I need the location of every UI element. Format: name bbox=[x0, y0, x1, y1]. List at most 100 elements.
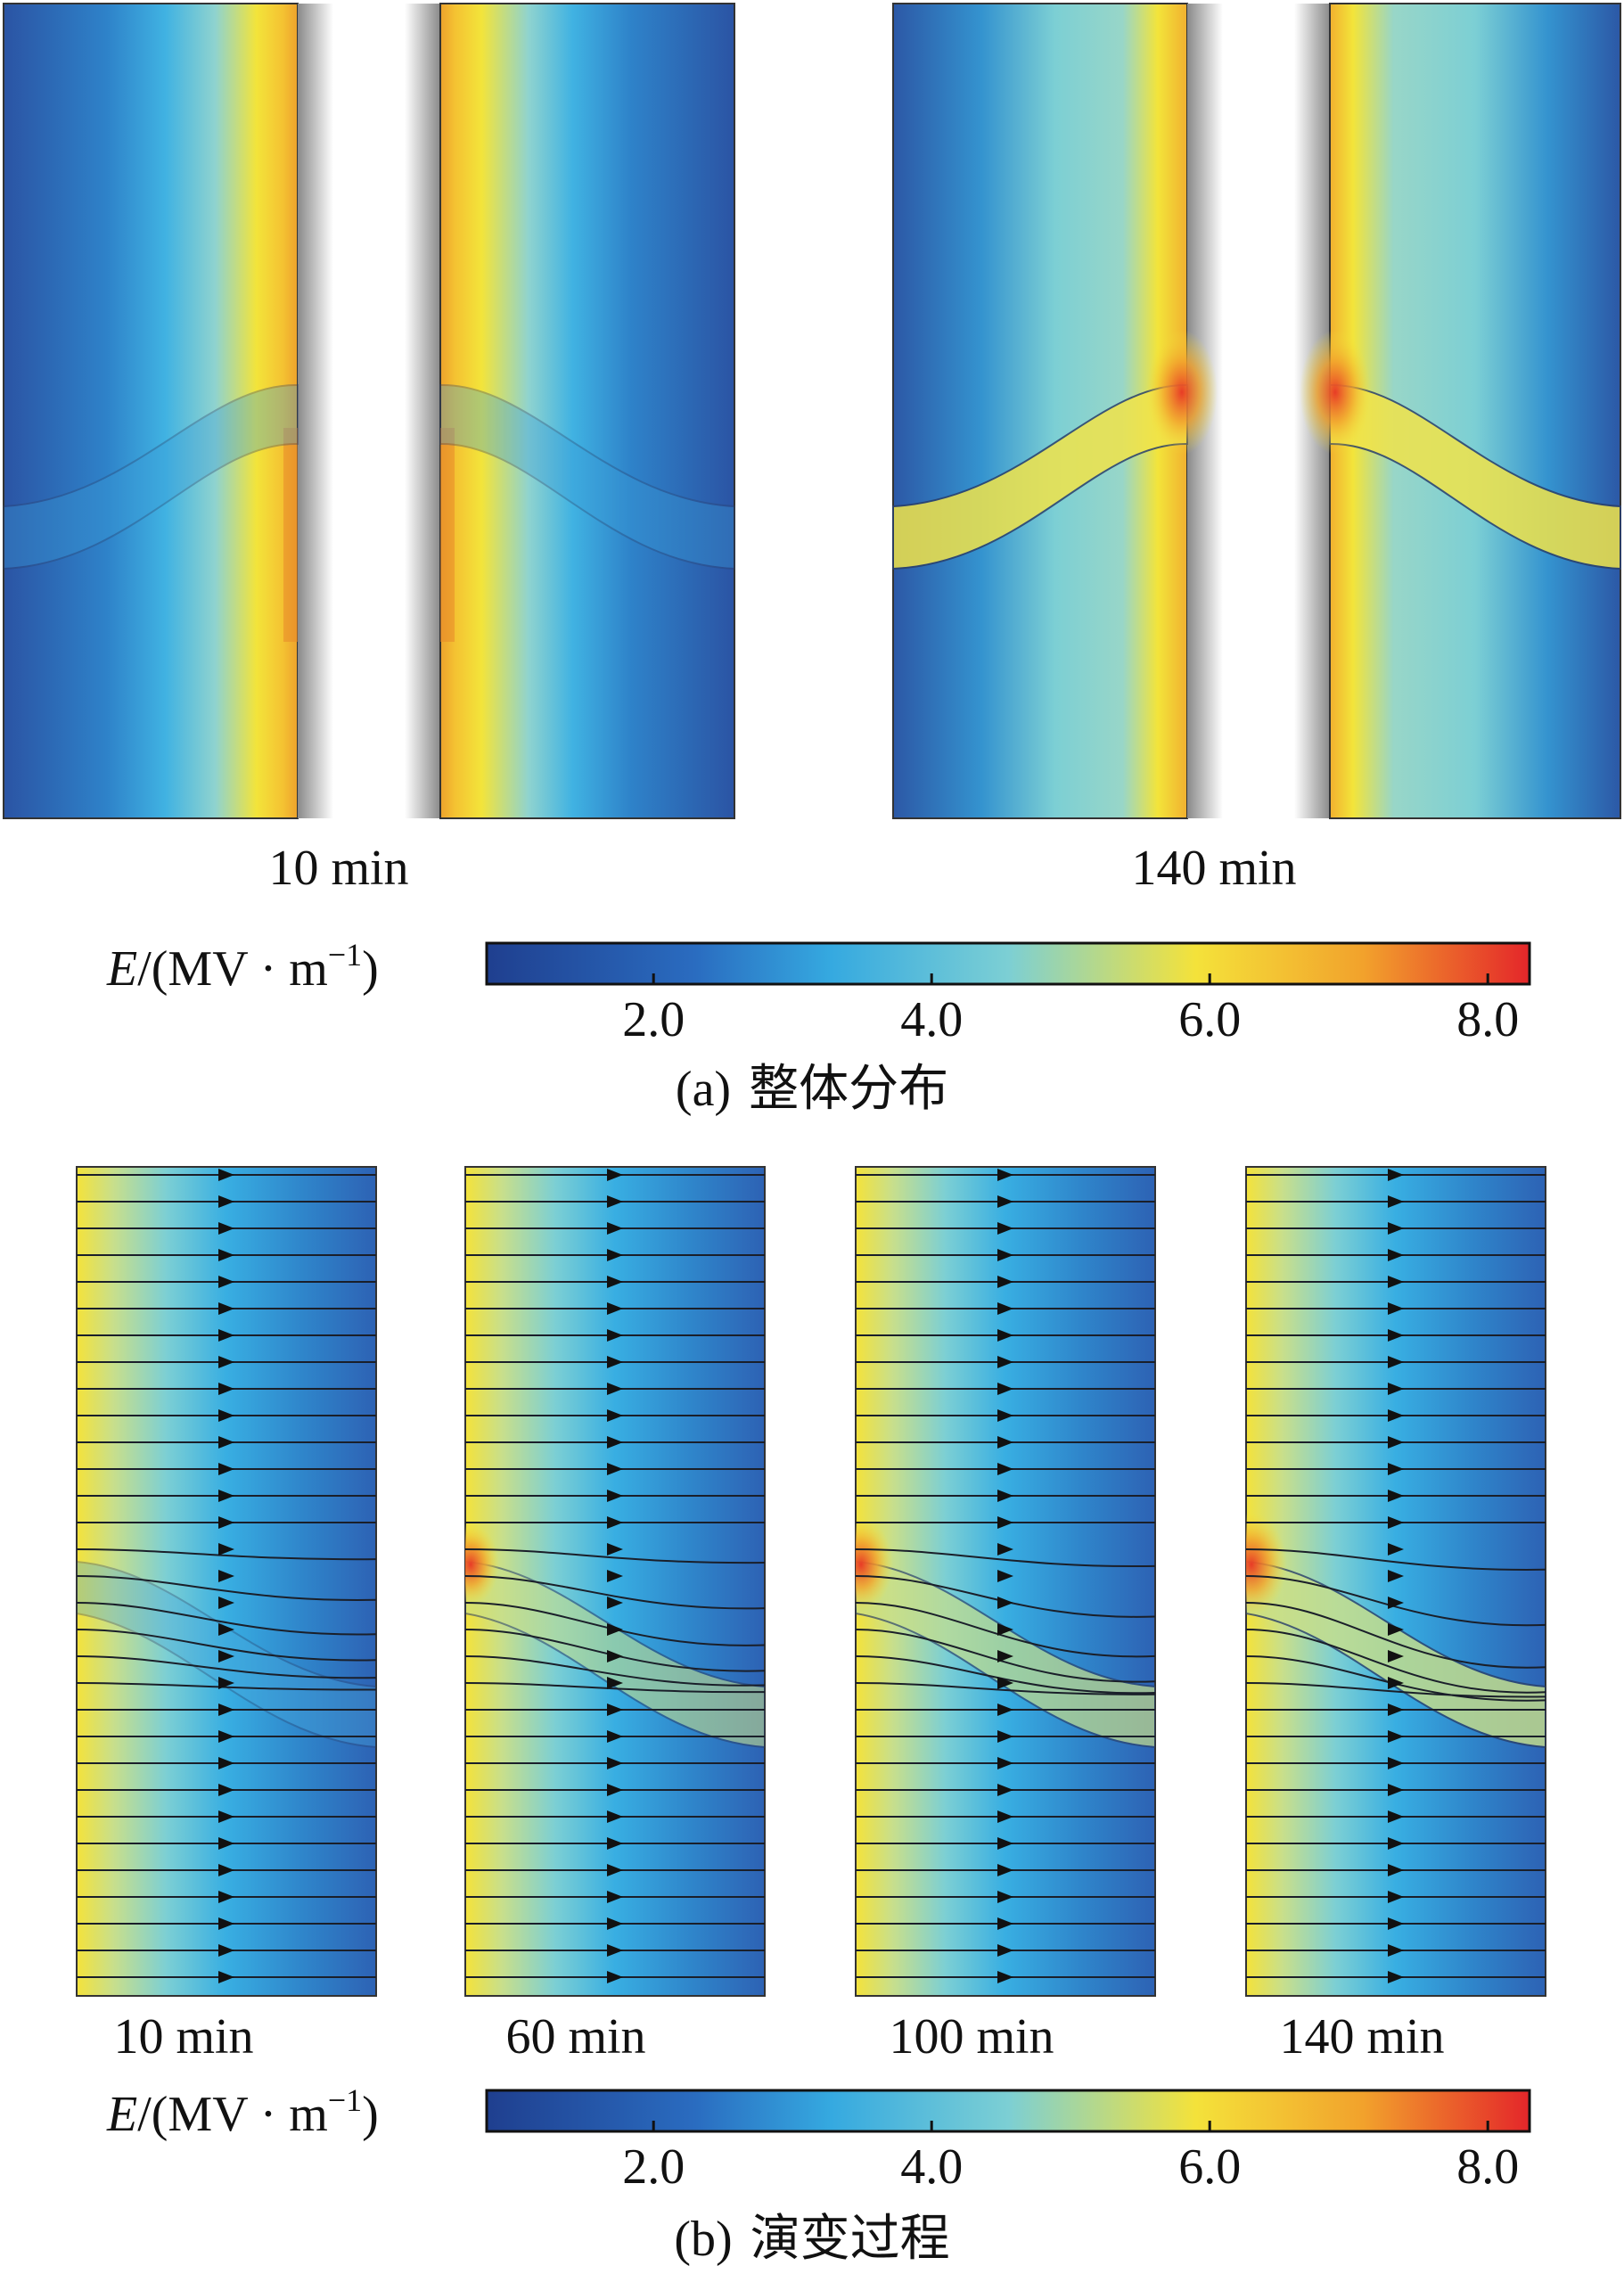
streamline-arrow bbox=[607, 1409, 623, 1422]
streamline-arrow bbox=[218, 1891, 234, 1903]
streamline-arrow bbox=[997, 1436, 1013, 1449]
hotspot bbox=[1246, 1513, 1287, 1616]
colorbar-label: E/(MV · m−1) bbox=[106, 2082, 379, 2142]
streamline-arrow bbox=[607, 1597, 623, 1609]
streamline-arrow bbox=[218, 1570, 234, 1582]
hotspot bbox=[856, 1518, 893, 1611]
streamline-arrow bbox=[607, 1222, 623, 1235]
colorbar-label: E/(MV · m−1) bbox=[106, 937, 379, 997]
interface-band-right bbox=[1329, 383, 1621, 571]
streamline-arrow bbox=[997, 1623, 1013, 1636]
streamline-arrow bbox=[218, 1810, 234, 1823]
streamlines bbox=[465, 1169, 765, 1983]
streamline bbox=[856, 1682, 1155, 1695]
colorbar-tick-label: 2.0 bbox=[622, 992, 685, 1047]
streamline-arrow bbox=[997, 1329, 1013, 1342]
streamline-arrow bbox=[607, 1891, 623, 1903]
streamline-arrow bbox=[997, 1730, 1013, 1743]
streamline-arrow bbox=[607, 1195, 623, 1208]
streamline-arrow bbox=[997, 1597, 1013, 1609]
streamline-arrow bbox=[997, 1383, 1013, 1395]
streamline-arrow bbox=[1388, 1249, 1404, 1261]
streamline-arrow bbox=[997, 1169, 1013, 1181]
streamline-arrow bbox=[997, 1864, 1013, 1876]
streamline-arrow bbox=[218, 1249, 234, 1261]
time-label-b-140: 140 min bbox=[1279, 2009, 1444, 2065]
time-label-b-60: 60 min bbox=[505, 2009, 645, 2065]
streamline-arrow bbox=[218, 1436, 234, 1449]
colorbar-ticks-b: 2.0 4.0 6.0 8.0 bbox=[622, 2121, 1519, 2195]
streamline-arrow bbox=[218, 1543, 234, 1556]
streamline-arrow bbox=[607, 1784, 623, 1796]
streamline-arrow bbox=[607, 1971, 623, 1983]
colorbar-tick-label: 8.0 bbox=[1456, 2139, 1519, 2195]
streamline-arrow bbox=[607, 1917, 623, 1930]
panel-b-140min bbox=[1245, 1166, 1546, 1997]
streamline-arrow bbox=[1388, 1891, 1404, 1903]
streamline-arrow bbox=[997, 1784, 1013, 1796]
streamline-arrow bbox=[997, 1516, 1013, 1529]
streamline-arrow bbox=[997, 1276, 1013, 1288]
streamline bbox=[77, 1682, 376, 1691]
streamline-arrow bbox=[1388, 1597, 1404, 1609]
streamline-arrow bbox=[607, 1837, 623, 1850]
streamline-arrow bbox=[997, 1757, 1013, 1769]
time-label-b-100: 100 min bbox=[889, 2009, 1054, 2065]
streamline-arrow bbox=[218, 1516, 234, 1529]
time-label-a-140: 140 min bbox=[1131, 841, 1296, 896]
streamline-arrow bbox=[997, 1917, 1013, 1930]
streamline bbox=[465, 1602, 765, 1646]
streamline-arrow bbox=[607, 1302, 623, 1315]
gap bbox=[298, 4, 440, 818]
interface-band-right bbox=[439, 383, 735, 571]
streamline-arrow bbox=[218, 1784, 234, 1796]
streamline-arrow bbox=[218, 1276, 234, 1288]
streamline-arrow bbox=[1388, 1784, 1404, 1796]
streamline-arrow bbox=[218, 1463, 234, 1475]
streamline-arrow bbox=[607, 1329, 623, 1342]
colorbar-tick-label: 6.0 bbox=[1178, 2139, 1241, 2195]
streamline-arrow bbox=[607, 1810, 623, 1823]
streamline-arrow bbox=[997, 1490, 1013, 1502]
streamline-arrow bbox=[997, 1463, 1013, 1475]
colorbar-b: E/(MV · m−1) 2.0 4.0 6.0 8.0 bbox=[106, 2082, 1531, 2195]
streamline-arrow bbox=[607, 1169, 623, 1181]
time-label-b-10: 10 min bbox=[113, 2009, 253, 2065]
colorbar-tick-label: 4.0 bbox=[900, 992, 963, 1047]
streamline-arrow bbox=[218, 1409, 234, 1422]
streamline bbox=[856, 1655, 1155, 1695]
streamline-arrow bbox=[997, 1810, 1013, 1823]
streamline-arrow bbox=[1388, 1436, 1404, 1449]
streamline-arrow bbox=[607, 1703, 623, 1716]
streamline-arrow bbox=[218, 1383, 234, 1395]
streamline bbox=[856, 1602, 1155, 1658]
streamline-arrow bbox=[218, 1490, 234, 1502]
streamline-arrow bbox=[1388, 1650, 1404, 1662]
streamline-arrow bbox=[218, 1971, 234, 1983]
streamline-arrow bbox=[218, 1597, 234, 1609]
streamline-arrow bbox=[1388, 1703, 1404, 1716]
field-block-left bbox=[3, 3, 299, 819]
streamline-arrow bbox=[997, 1703, 1013, 1716]
streamline bbox=[1246, 1629, 1546, 1694]
streamline-arrow bbox=[607, 1623, 623, 1636]
streamline-arrow bbox=[218, 1837, 234, 1850]
streamline bbox=[465, 1682, 765, 1694]
panel-b-100min bbox=[855, 1166, 1156, 1997]
streamline-arrow bbox=[1388, 1570, 1404, 1582]
streamline bbox=[77, 1602, 376, 1636]
field-strip bbox=[76, 1166, 377, 1997]
streamline bbox=[1246, 1575, 1546, 1627]
streamline-arrow bbox=[1388, 1543, 1404, 1556]
panel-b-60min bbox=[464, 1166, 766, 1997]
colorbar-gradient bbox=[485, 941, 1531, 986]
panel-a-10min bbox=[3, 3, 735, 819]
streamline-arrow bbox=[218, 1917, 234, 1930]
streamline bbox=[77, 1548, 376, 1561]
colorbar-tick-label: 6.0 bbox=[1178, 992, 1241, 1047]
colorbar-tick-label: 2.0 bbox=[622, 2139, 685, 2195]
colorbar-tick-label: 4.0 bbox=[900, 2139, 963, 2195]
streamline-arrow bbox=[218, 1944, 234, 1957]
streamline bbox=[856, 1575, 1155, 1618]
